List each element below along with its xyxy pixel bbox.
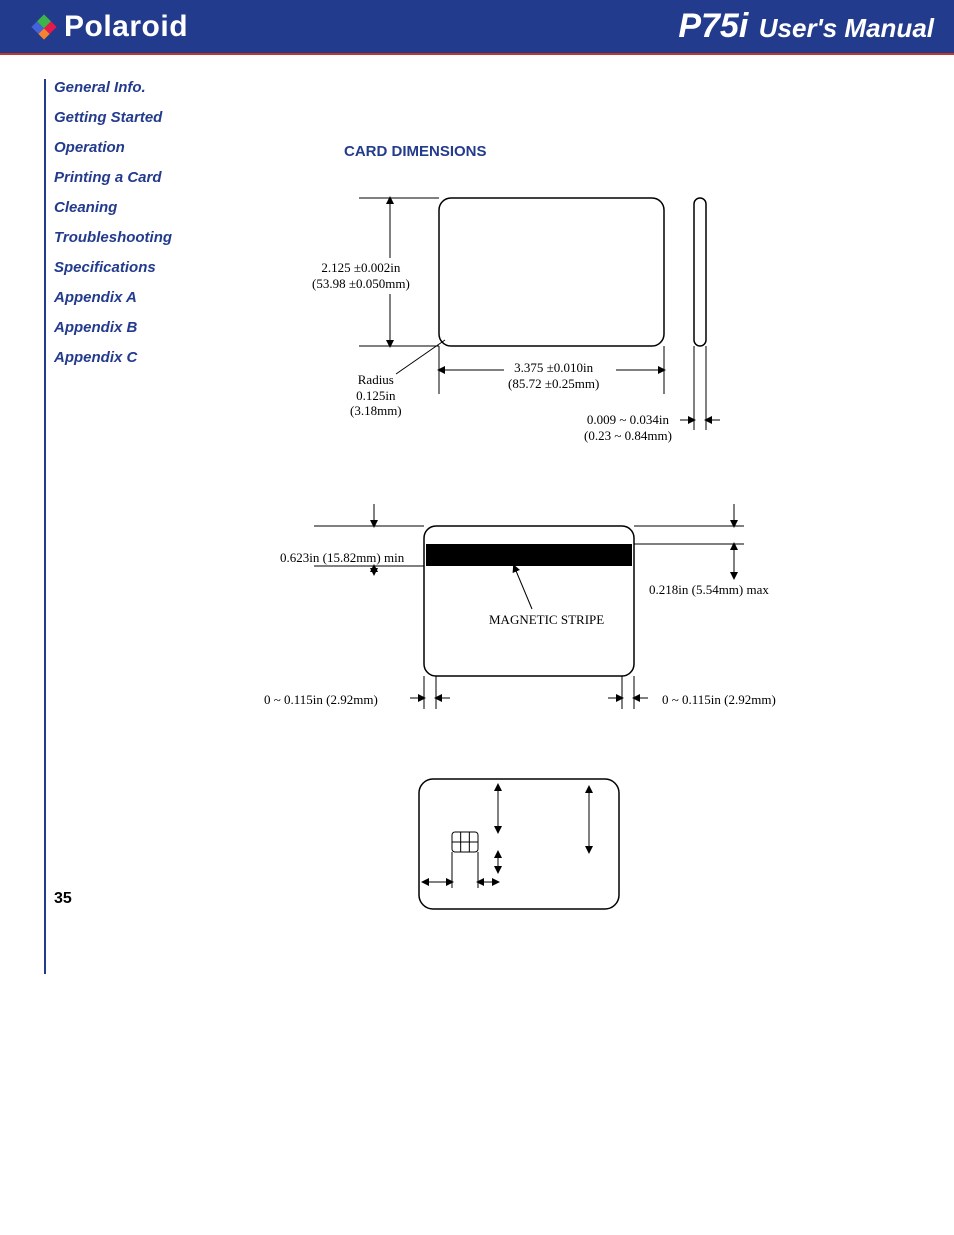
dimensions-svg (264, 184, 804, 454)
brand-text: Polaroid (64, 10, 188, 44)
stripe-top-dim: 0.623in (15.82mm) min (280, 550, 404, 566)
width-dim: 3.375 ±0.010in (85.72 ±0.25mm) (508, 360, 599, 391)
toc-link[interactable]: Appendix C (54, 349, 214, 366)
toc-link[interactable]: Getting Started (54, 109, 214, 126)
dim-text: (85.72 ±0.25mm) (508, 376, 599, 392)
stripe-right-dim: 0.218in (5.54mm) max (649, 582, 769, 598)
title-sub: User's Manual (759, 13, 934, 43)
dim-text: 3.375 ±0.010in (508, 360, 599, 376)
stripe-label: MAGNETIC STRIPE (489, 612, 604, 628)
header-banner: Polaroid P75i User's Manual (0, 0, 954, 53)
toc-link[interactable]: General Info. (54, 79, 214, 96)
diagram-mag-stripe: 0.623in (15.82mm) min 0.218in (5.54mm) m… (264, 504, 914, 724)
dim-text: 2.125 ±0.002in (312, 260, 410, 276)
page-number: 35 (54, 890, 72, 908)
dim-text: (3.18mm) (350, 403, 402, 419)
diagram-chip-card (414, 774, 914, 924)
stripe-right-bottom-dim: 0 ~ 0.115in (2.92mm) (662, 692, 776, 708)
toc-link[interactable]: Operation (54, 139, 214, 156)
chip-svg (414, 774, 624, 914)
dim-text: MAGNETIC STRIPE (489, 612, 604, 627)
dim-text: (53.98 ±0.050mm) (312, 276, 410, 292)
toc-sidebar: General Info. Getting Started Operation … (44, 79, 214, 974)
height-dim: 2.125 ±0.002in (53.98 ±0.050mm) (312, 260, 410, 291)
polaroid-logo-icon (30, 13, 58, 41)
dim-text: 0.623in (15.82mm) min (280, 550, 404, 565)
dim-text: Radius (350, 372, 402, 388)
toc-link[interactable]: Appendix B (54, 319, 214, 336)
radius-dim: Radius 0.125in (3.18mm) (350, 372, 402, 419)
diagram-card-dimensions: 2.125 ±0.002in (53.98 ±0.050mm) 3.375 ±0… (264, 184, 914, 454)
toc-link[interactable]: Appendix A (54, 289, 214, 306)
toc-link[interactable]: Specifications (54, 259, 214, 276)
section-title: CARD DIMENSIONS (344, 143, 914, 160)
dim-text: 0 ~ 0.115in (2.92mm) (662, 692, 776, 707)
dim-text: 0 ~ 0.115in (2.92mm) (264, 692, 378, 707)
content-area: CARD DIMENSIONS 2.125 ±0.002in (53.98 ±0… (214, 79, 914, 974)
doc-title: P75i User's Manual (678, 7, 934, 46)
page-body: General Info. Getting Started Operation … (0, 55, 954, 1014)
toc-link[interactable]: Cleaning (54, 199, 214, 216)
stripe-left-bottom-dim: 0 ~ 0.115in (2.92mm) (264, 692, 378, 708)
dim-text: (0.23 ~ 0.84mm) (584, 428, 672, 444)
dim-text: 0.218in (5.54mm) max (649, 582, 769, 597)
thickness-dim: 0.009 ~ 0.034in (0.23 ~ 0.84mm) (584, 412, 672, 443)
dim-text: 0.125in (350, 388, 402, 404)
title-model: P75i (678, 7, 748, 45)
dim-text: 0.009 ~ 0.034in (584, 412, 672, 428)
toc-link[interactable]: Printing a Card (54, 169, 214, 186)
toc-link[interactable]: Troubleshooting (54, 229, 214, 246)
brand-block: Polaroid (30, 10, 188, 44)
